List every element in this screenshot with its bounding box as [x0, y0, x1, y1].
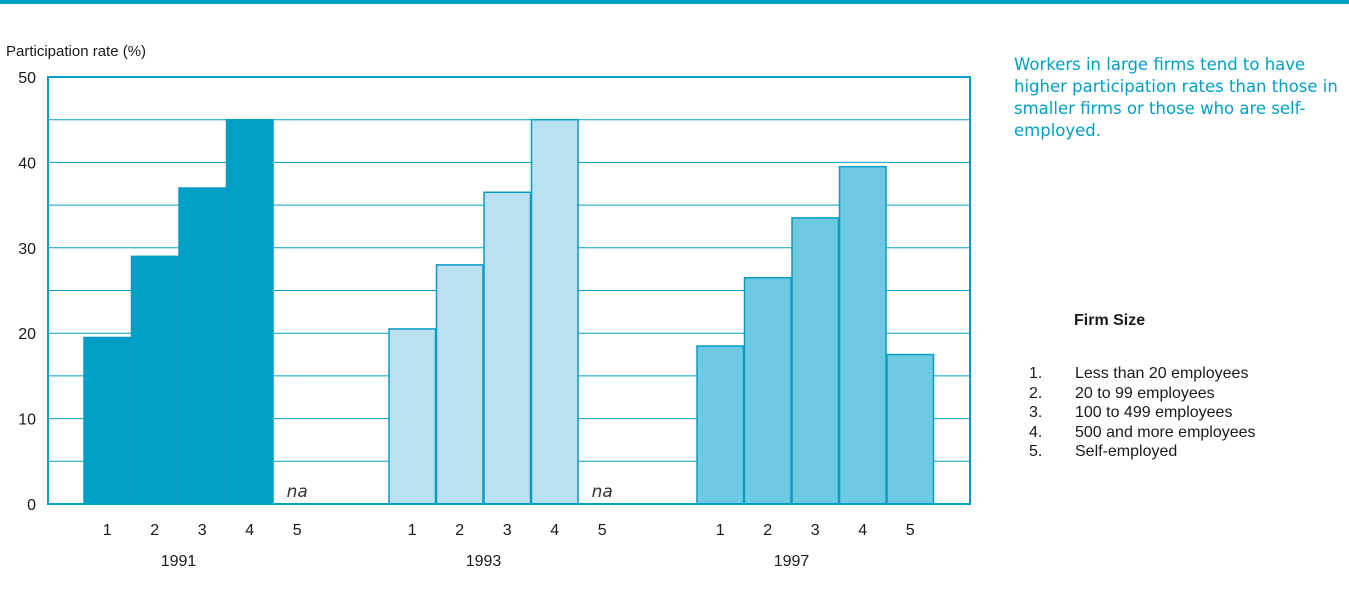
bar [791, 217, 840, 505]
x-tick-label: 5 [906, 522, 915, 539]
group-label: 1993 [466, 553, 502, 570]
y-tick-label: 0 [27, 497, 36, 514]
bar [483, 191, 532, 505]
bar [178, 187, 227, 505]
legend-item-number: 2. [1029, 384, 1043, 402]
legend-title: Firm Size [1074, 312, 1146, 329]
group-label: 1991 [161, 553, 197, 570]
x-tick-label: 4 [550, 522, 559, 539]
bar [743, 276, 792, 505]
bar [696, 345, 745, 505]
y-tick-label: 30 [18, 241, 36, 258]
legend-item-label: 20 to 99 employees [1075, 384, 1215, 402]
legend-item-number: 3. [1029, 404, 1043, 421]
bar [388, 328, 437, 505]
x-tick-label: 5 [293, 522, 302, 539]
y-tick-label: 10 [18, 412, 36, 429]
legend-item-label: 500 and more employees [1075, 423, 1256, 441]
x-tick-label: 5 [598, 522, 607, 539]
x-tick-label: 3 [811, 522, 820, 539]
legend-item-label: Self-employed [1075, 443, 1178, 460]
legend-item-number: 4. [1029, 423, 1043, 441]
bar [130, 255, 179, 505]
x-tick-label: 2 [455, 522, 464, 539]
top-accent-rule [0, 0, 1349, 4]
x-tick-label: 1 [716, 522, 725, 539]
x-tick-label: 2 [763, 522, 772, 539]
y-tick-label: 20 [18, 326, 36, 343]
x-tick-label: 3 [198, 522, 207, 539]
x-tick-label: 1 [103, 522, 112, 539]
na-label: na [592, 482, 613, 502]
bar [530, 118, 579, 505]
bar [886, 353, 935, 505]
chart-annotation: Workers in large firms tend to have high… [1014, 55, 1338, 140]
bar [435, 264, 484, 505]
y-tick-label: 50 [18, 70, 36, 87]
x-tick-label: 2 [150, 522, 159, 539]
legend-item-number: 5. [1029, 443, 1043, 460]
bar [225, 118, 274, 505]
x-tick-label: 1 [408, 522, 417, 539]
bar [83, 336, 132, 505]
x-tick-label: 3 [503, 522, 512, 539]
legend-item-number: 1. [1029, 365, 1043, 382]
x-tick-label: 4 [858, 522, 867, 539]
x-tick-label: 4 [245, 522, 254, 539]
y-tick-label: 40 [18, 155, 36, 172]
bar [838, 165, 887, 505]
legend-item-label: 100 to 499 employees [1075, 404, 1233, 421]
na-label: na [287, 482, 308, 502]
y-axis-title: Participation rate (%) [6, 43, 146, 60]
group-label: 1997 [774, 553, 810, 570]
legend-item-label: Less than 20 employees [1075, 365, 1249, 382]
